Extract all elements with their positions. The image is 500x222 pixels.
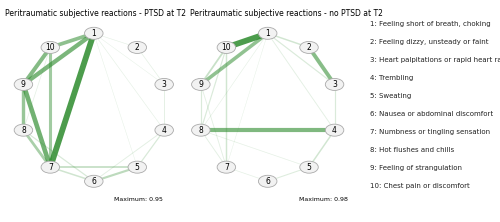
Text: 2: 2 (135, 43, 140, 52)
Text: 6: 6 (92, 177, 96, 186)
Text: 1: 1 (92, 29, 96, 38)
Ellipse shape (155, 78, 174, 90)
Ellipse shape (41, 42, 60, 54)
Text: 8: Hot flushes and chills: 8: Hot flushes and chills (370, 147, 454, 153)
Ellipse shape (300, 42, 318, 54)
Ellipse shape (14, 124, 32, 136)
Ellipse shape (326, 124, 344, 136)
Text: 5: 5 (135, 163, 140, 172)
Text: Maximum: 0.98: Maximum: 0.98 (299, 197, 348, 202)
Text: 6: Nausea or abdominal discomfort: 6: Nausea or abdominal discomfort (370, 111, 493, 117)
Text: 10: 10 (46, 43, 55, 52)
Text: 5: 5 (306, 163, 312, 172)
Text: 3: 3 (332, 80, 337, 89)
Ellipse shape (192, 78, 210, 90)
Text: 2: Feeling dizzy, unsteady or faint: 2: Feeling dizzy, unsteady or faint (370, 39, 488, 45)
Ellipse shape (258, 27, 277, 39)
Ellipse shape (217, 42, 236, 54)
Ellipse shape (155, 124, 174, 136)
Text: 3: Heart palpitations or rapid heart rate: 3: Heart palpitations or rapid heart rat… (370, 57, 500, 63)
Text: 6: 6 (266, 177, 270, 186)
Text: 7: 7 (224, 163, 229, 172)
Ellipse shape (300, 161, 318, 173)
Ellipse shape (14, 78, 32, 90)
Ellipse shape (217, 161, 236, 173)
Text: Peritraumatic subjective reactions - PTSD at T2: Peritraumatic subjective reactions - PTS… (5, 9, 186, 18)
Text: 5: Sweating: 5: Sweating (370, 93, 411, 99)
Ellipse shape (84, 175, 103, 187)
Text: Peritraumatic subjective reactions - no PTSD at T2: Peritraumatic subjective reactions - no … (190, 9, 383, 18)
Ellipse shape (326, 78, 344, 90)
Text: 9: 9 (198, 80, 203, 89)
Text: 8: 8 (198, 126, 203, 135)
Ellipse shape (128, 42, 146, 54)
Text: 7: Numbness or tingling sensation: 7: Numbness or tingling sensation (370, 129, 490, 135)
Text: 7: 7 (48, 163, 52, 172)
Text: Maximum: 0.95: Maximum: 0.95 (114, 197, 162, 202)
Text: 9: 9 (21, 80, 26, 89)
Text: 3: 3 (162, 80, 166, 89)
Text: 2: 2 (306, 43, 312, 52)
Ellipse shape (84, 27, 103, 39)
Text: 9: Feeling of strangulation: 9: Feeling of strangulation (370, 165, 462, 171)
Text: 4: Trembling: 4: Trembling (370, 75, 413, 81)
Ellipse shape (128, 161, 146, 173)
Text: 4: 4 (332, 126, 337, 135)
Text: 10: 10 (222, 43, 231, 52)
Text: 1: 1 (266, 29, 270, 38)
Ellipse shape (192, 124, 210, 136)
Ellipse shape (41, 161, 60, 173)
Text: 4: 4 (162, 126, 166, 135)
Ellipse shape (258, 175, 277, 187)
Text: 8: 8 (21, 126, 26, 135)
Text: 10: Chest pain or discomfort: 10: Chest pain or discomfort (370, 183, 470, 189)
Text: 1: Feeling short of breath, choking: 1: Feeling short of breath, choking (370, 21, 490, 27)
